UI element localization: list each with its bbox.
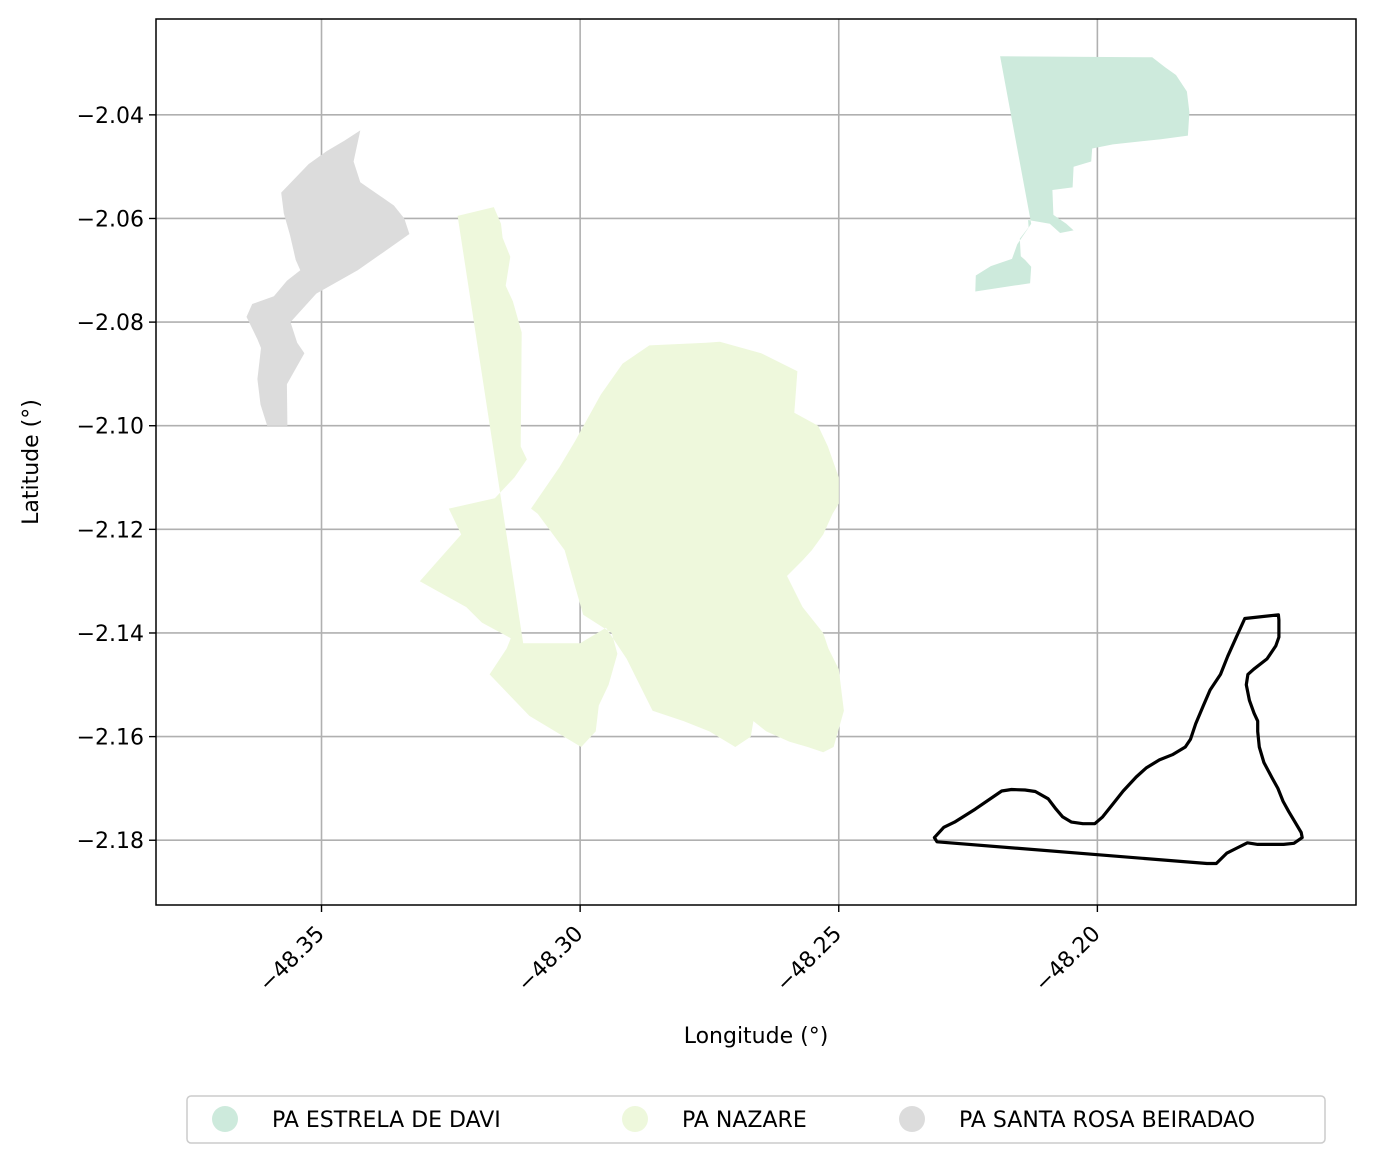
y-tick-label: −2.14 (77, 622, 144, 647)
x-tick-label: −48.35 (255, 922, 330, 997)
legend: PA ESTRELA DE DAVI PA NAZARE PA SANTA ROSA… (186, 1095, 1326, 1144)
x-tick-label: −48.20 (1030, 922, 1105, 997)
x-axis-label: Longitude (°) (684, 1024, 829, 1049)
polygon-pa-nazare (419, 207, 844, 753)
legend-label: PA NAZARE (682, 1108, 807, 1133)
y-tick-label: −2.10 (77, 415, 144, 440)
y-tick-label: −2.06 (77, 207, 144, 232)
y-tick-label: −2.18 (77, 829, 144, 854)
legend-label: PA SANTA ROSA BEIRADAO (959, 1108, 1255, 1133)
polygon-pa-santa-rosa-beiradao (246, 130, 410, 426)
y-axis-ticks: −2.04 −2.06 −2.08 −2.10 −2.12 −2.14 −2.16 −2.18 (77, 104, 156, 854)
study-area-outline (932, 613, 1304, 866)
y-tick-label: −2.04 (77, 104, 144, 129)
legend-marker (212, 1106, 238, 1132)
y-tick-label: −2.16 (77, 726, 144, 751)
y-tick-label: −2.08 (77, 311, 144, 336)
settlement-polygons (246, 56, 1190, 753)
y-axis-label: Latitude (°) (19, 399, 44, 525)
legend-frame (186, 1095, 1326, 1144)
legend-marker (622, 1106, 648, 1132)
outline-layer (932, 613, 1304, 866)
x-tick-label: −48.25 (772, 922, 847, 997)
legend-label: PA ESTRELA DE DAVI (272, 1108, 501, 1133)
legend-marker (899, 1106, 925, 1132)
x-axis-ticks: −48.35 −48.30 −48.25 −48.20 (255, 905, 1106, 997)
x-tick-label: −48.30 (513, 922, 588, 997)
y-tick-label: −2.12 (77, 518, 144, 543)
plot-frame (155, 18, 1357, 906)
polygon-pa-estrela-de-davi (975, 56, 1190, 292)
